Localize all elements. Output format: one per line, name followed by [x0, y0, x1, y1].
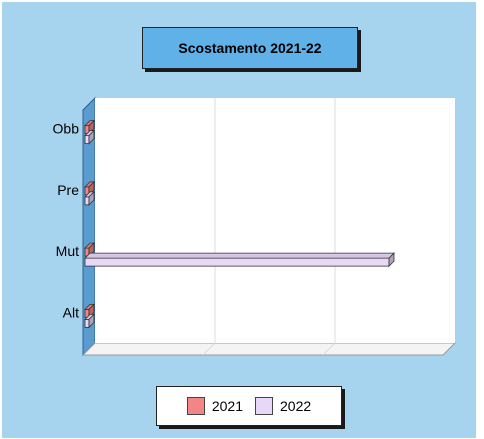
- bar-2022-obb: [84, 129, 95, 145]
- y-tick-label-obb: Obb: [53, 121, 80, 137]
- plot-area: [95, 98, 455, 343]
- legend-label-2021: 2021: [211, 398, 243, 414]
- y-tick-label-alt: Alt: [63, 304, 79, 320]
- legend-swatch-2022: [255, 397, 273, 415]
- y-tick-label-mut: Mut: [56, 243, 79, 259]
- bar-2022-alt: [84, 313, 95, 329]
- legend: 2021 2022: [156, 386, 342, 426]
- floor: [81, 342, 457, 356]
- legend-label-2022: 2022: [280, 398, 312, 414]
- gridline-floor-2: [322, 342, 336, 356]
- bar-2022-pre: [84, 190, 95, 206]
- legend-swatch-2021: [186, 397, 205, 415]
- bar-2022-mut: [84, 252, 395, 268]
- legend-item-2022: 2022: [255, 397, 311, 415]
- legend-item-2021: 2021: [186, 397, 243, 415]
- chart-title: Scostamento 2021-22: [142, 27, 358, 69]
- y-tick-label-pre: Pre: [57, 182, 79, 198]
- gridline-floor-1: [202, 342, 216, 356]
